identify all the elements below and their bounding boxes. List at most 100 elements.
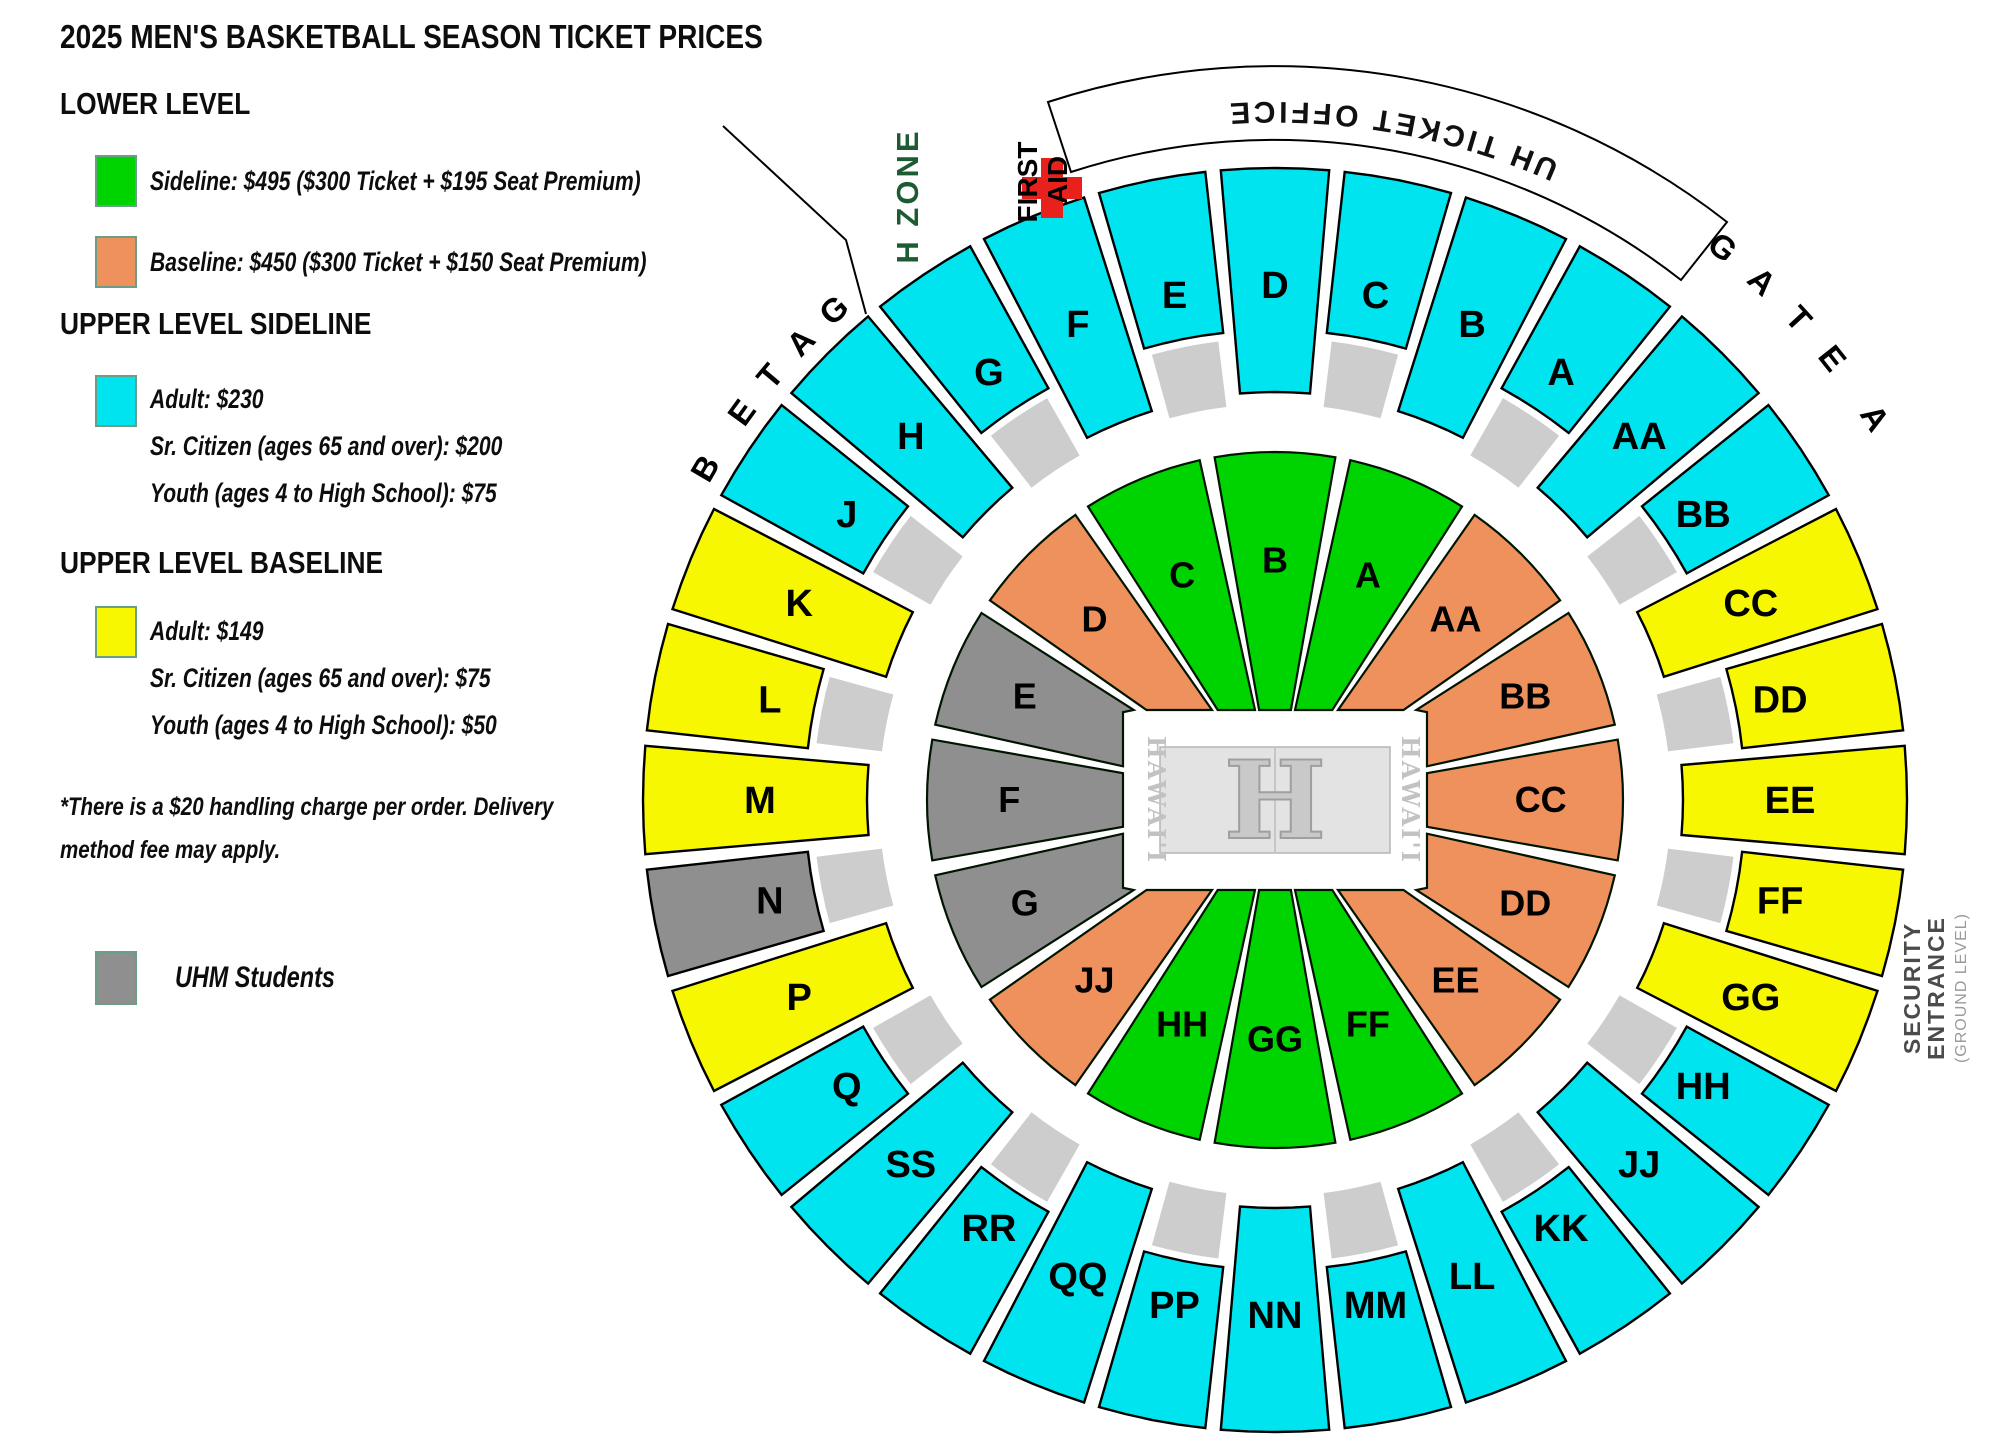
svg-text:FIRST: FIRST [1012,142,1043,223]
section-outer-D[interactable] [1219,166,1331,395]
section-outer-G[interactable] [878,244,1051,435]
section-outer-JJ[interactable] [1536,1061,1761,1286]
svg-text:E: E [720,393,763,433]
vomitory-BB [1587,515,1677,605]
section-outer-GG[interactable] [1635,921,1880,1093]
section-outer-E[interactable] [1097,170,1225,351]
section-outer-H[interactable] [789,314,1014,539]
vomitory-MM [1323,1181,1399,1259]
section-outer-L[interactable] [645,622,826,750]
section-inner-HH[interactable] [1086,888,1257,1142]
vomitory-A [1470,398,1560,488]
legend-item-sideline: Sideline: $495 ($300 Ticket + $195 Seat … [95,155,779,207]
svg-text:H ZONE: H ZONE [890,128,925,263]
upper-baseline-swatch [95,606,137,658]
sideline-price: Sideline: $495 ($300 Ticket + $195 Seat … [150,165,641,196]
section-inner-AA[interactable] [1335,513,1562,712]
sideline-swatch [95,155,137,207]
upper-sideline-prices: Adult: $230 Sr. Citizen (ages 65 and ove… [150,384,503,508]
section-outer-J[interactable] [719,403,910,576]
section-outer-RR[interactable] [878,1165,1051,1356]
section-inner-E[interactable] [933,611,1137,768]
section-inner-BB[interactable] [1413,611,1617,768]
section-outer-N[interactable] [645,850,826,978]
vomitory-DD [1656,676,1734,752]
legend-item-students: UHM Students [95,951,380,1005]
section-outer-A[interactable] [1499,244,1672,435]
section-outer-BB[interactable] [1640,403,1831,576]
section-outer-DD[interactable] [1724,622,1905,750]
lower-level-heading: LOWER LEVEL [60,86,251,121]
section-inner-B[interactable] [1213,450,1337,712]
section-inner-GG[interactable] [1213,888,1337,1150]
first-aid-marker: FIRST AID [1012,142,1082,223]
section-outer-M[interactable] [641,744,870,856]
svg-text:G: G [812,288,856,333]
upper-baseline-prices: Adult: $149 Sr. Citizen (ages 65 and ove… [150,616,497,740]
section-inner-F[interactable] [925,738,1125,862]
handling-charge-note: *There is a $20 handling charge per orde… [60,793,554,864]
h-zone-label: H ZONE [890,128,925,263]
students-label: UHM Students [175,961,335,994]
section-inner-A[interactable] [1293,458,1464,712]
vomitory-HH [1587,995,1677,1085]
court-text-right: HAWAI'I [1396,736,1425,864]
section-outer-F[interactable] [982,195,1154,440]
section-outer-SS[interactable] [789,1061,1014,1286]
svg-text:ENTRANCE: ENTRANCE [1923,916,1949,1060]
section-inner-CC[interactable] [1425,738,1625,862]
section-outer-FF[interactable] [1724,850,1905,978]
section-outer-C[interactable] [1325,170,1453,351]
upper-baseline-heading: UPPER LEVEL BASELINE [60,545,384,580]
vomitory-RR [990,1112,1080,1202]
vomitory-PP [1151,1181,1227,1259]
court-text-left: HAWAI'I [1142,736,1171,864]
band-leader-line [722,125,867,315]
section-outer-NN[interactable] [1219,1205,1331,1434]
vomitory-FF [1656,848,1734,924]
svg-text:B: B [683,449,727,488]
svg-text:A: A [1853,398,1897,438]
vomitory-Q [873,995,963,1085]
section-outer-CC[interactable] [1635,507,1880,679]
vomitory-C [1323,341,1399,419]
svg-text:SECURITY: SECURITY [1899,922,1925,1054]
section-inner-FF[interactable] [1293,888,1464,1142]
page-title: 2025 MEN'S BASKETBALL SEASON TICKET PRIC… [60,18,763,55]
upper-sideline-heading: UPPER LEVEL SIDELINE [60,306,372,341]
section-inner-C[interactable] [1086,458,1257,712]
section-outer-EE[interactable] [1680,744,1909,856]
svg-text:A: A [1741,260,1784,303]
ticket-office-band [1046,65,1729,282]
svg-text:(GROUND LEVEL): (GROUND LEVEL) [1953,913,1970,1063]
basketball-court: HAWAI'I HAWAI'I H [1142,736,1425,865]
section-outer-Q[interactable] [719,1024,910,1197]
vomitory-KK [1470,1112,1560,1202]
section-outer-K[interactable] [670,507,915,679]
vomitory-G [990,398,1080,488]
section-inner-JJ[interactable] [988,888,1215,1087]
hawaii-h-logo: H [1224,738,1326,864]
section-inner-DD[interactable] [1413,832,1617,989]
legend-item-baseline: Baseline: $450 ($300 Ticket + $150 Seat … [95,236,787,288]
section-outer-KK[interactable] [1499,1165,1672,1356]
svg-text:E: E [1811,338,1854,378]
section-outer-LL[interactable] [1396,1160,1568,1405]
section-outer-HH[interactable] [1640,1024,1831,1197]
section-inner-G[interactable] [933,832,1137,989]
section-outer-PP[interactable] [1097,1249,1225,1430]
section-outer-MM[interactable] [1325,1249,1453,1430]
section-inner-D[interactable] [988,513,1215,712]
section-outer-QQ[interactable] [982,1160,1154,1405]
vomitory-N [816,848,894,924]
svg-text:AID: AID [1042,156,1073,204]
section-inner-EE[interactable] [1335,888,1562,1087]
svg-text:A: A [779,320,822,363]
section-outer-AA[interactable] [1536,314,1761,539]
section-outer-P[interactable] [670,921,915,1093]
vomitory-J [873,515,963,605]
section-outer-B[interactable] [1396,195,1568,440]
